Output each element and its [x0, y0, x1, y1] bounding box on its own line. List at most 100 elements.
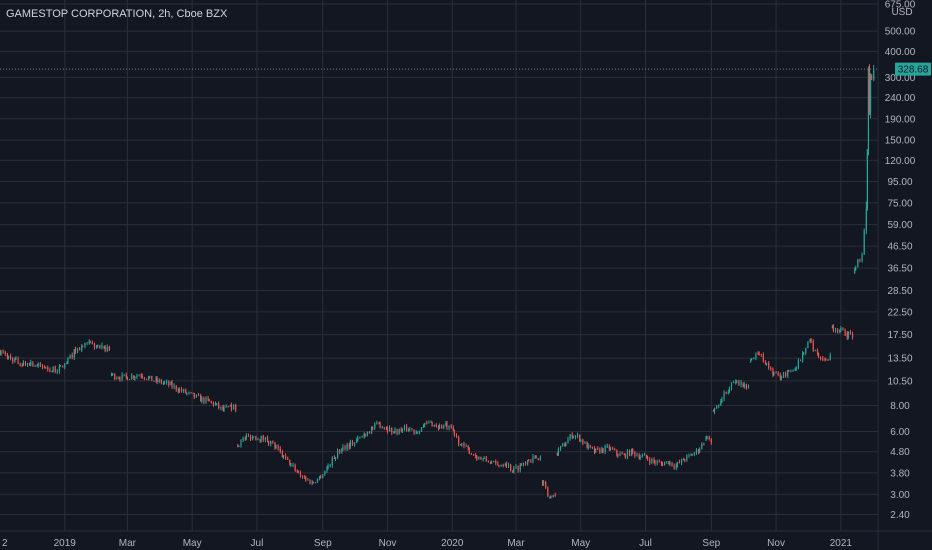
- candle-body: [827, 359, 829, 361]
- candle-body: [24, 362, 27, 365]
- candle-body: [755, 353, 757, 359]
- candle-body: [106, 346, 108, 351]
- y-tick-label: 3.80: [890, 468, 910, 479]
- candle-body: [111, 373, 114, 375]
- y-tick-label: 46.50: [887, 242, 912, 253]
- y-tick-label: 28.50: [887, 286, 912, 297]
- candle-body: [527, 460, 529, 465]
- candle-body: [175, 385, 177, 390]
- candle-body: [854, 269, 856, 273]
- candle-body: [624, 454, 626, 458]
- candle-body: [728, 388, 730, 392]
- candle-body: [816, 349, 819, 354]
- candle-body: [857, 259, 859, 268]
- candle-body: [180, 389, 183, 392]
- y-tick-label: 59.00: [887, 220, 912, 231]
- candle-body: [156, 378, 158, 382]
- candle-body: [632, 448, 634, 452]
- candle-body: [160, 379, 162, 384]
- candle-series[interactable]: [0, 64, 875, 499]
- candle-body: [178, 389, 181, 392]
- currency-label: USD: [891, 7, 912, 18]
- candle-body: [867, 69, 870, 150]
- candle-body: [708, 436, 710, 440]
- candle-body: [701, 443, 703, 449]
- candle-body: [210, 401, 212, 403]
- candle-body: [304, 477, 306, 479]
- candle-body: [426, 422, 428, 424]
- candle-body: [688, 454, 690, 456]
- candle-body: [420, 427, 423, 432]
- candle-body: [586, 441, 588, 449]
- candle-body: [415, 432, 417, 434]
- candle-body: [119, 378, 121, 380]
- y-tick-label: 300.00: [885, 73, 916, 84]
- candle-body: [284, 455, 287, 459]
- candle-body: [485, 457, 487, 462]
- candle-body: [609, 448, 612, 450]
- candle-body: [636, 455, 638, 457]
- candle-body: [550, 497, 552, 499]
- candle-body: [547, 487, 549, 496]
- candle-body: [718, 405, 720, 407]
- candle-body: [500, 464, 502, 467]
- candle-body: [846, 333, 848, 338]
- candle-body: [812, 340, 814, 351]
- candle-body: [871, 75, 873, 80]
- candle-body: [562, 443, 564, 446]
- time-axis[interactable]: 2019 Mar May Jul Sep Nov 2020 Mar May Jul Sep Nov 20…: [2, 538, 852, 549]
- candle-body: [318, 476, 321, 480]
- candle-body: [567, 439, 569, 444]
- candle-body: [599, 448, 601, 453]
- candle-body: [738, 381, 740, 386]
- candle-body: [272, 441, 274, 443]
- candle-body: [653, 458, 655, 462]
- candle-body: [237, 445, 239, 447]
- price-axis[interactable]: 675.00 500.00 400.00 300.00 240.00 190.00 150.…: [885, 0, 916, 521]
- candle-body: [260, 435, 262, 441]
- candle-body: [15, 358, 17, 360]
- candle-body: [512, 470, 514, 472]
- candle-body: [368, 432, 371, 434]
- candle-body: [56, 371, 58, 373]
- x-tick-label: May: [571, 538, 590, 549]
- candle-body: [401, 428, 403, 431]
- candle-body: [14, 358, 16, 362]
- candle-body: [695, 449, 698, 453]
- candle-body: [760, 354, 762, 356]
- candle-body: [114, 373, 116, 379]
- candle-body: [758, 353, 760, 355]
- candle-body: [255, 436, 257, 440]
- candle-body: [839, 330, 841, 332]
- candle-body: [847, 331, 849, 338]
- candle-body: [482, 458, 484, 460]
- candle-body: [505, 463, 508, 467]
- candle-body: [207, 397, 209, 400]
- y-tick-label: 95.00: [887, 177, 912, 188]
- candle-body: [279, 448, 281, 452]
- x-tick-label: Jul: [251, 538, 264, 549]
- candle-body: [305, 477, 307, 481]
- x-tick-label: 2019: [54, 538, 77, 549]
- candle-body: [400, 428, 402, 431]
- candle-body: [742, 384, 744, 388]
- candle-body: [277, 446, 279, 449]
- candle-body: [435, 424, 437, 427]
- candle-body: [810, 339, 812, 341]
- y-tick-label: 36.50: [887, 264, 912, 275]
- candle-body: [96, 345, 98, 348]
- candle-body: [517, 466, 519, 471]
- candle-body: [623, 454, 625, 456]
- candle-body: [775, 372, 777, 374]
- candle-body: [212, 402, 214, 406]
- candle-body: [822, 358, 824, 360]
- candle-body: [497, 463, 499, 466]
- candle-body: [411, 429, 413, 431]
- candle-body: [37, 363, 39, 366]
- candle-body: [136, 375, 138, 378]
- candle-body: [215, 403, 218, 405]
- candle-body: [706, 436, 708, 438]
- candle-body: [733, 382, 735, 384]
- candle-body: [342, 446, 344, 451]
